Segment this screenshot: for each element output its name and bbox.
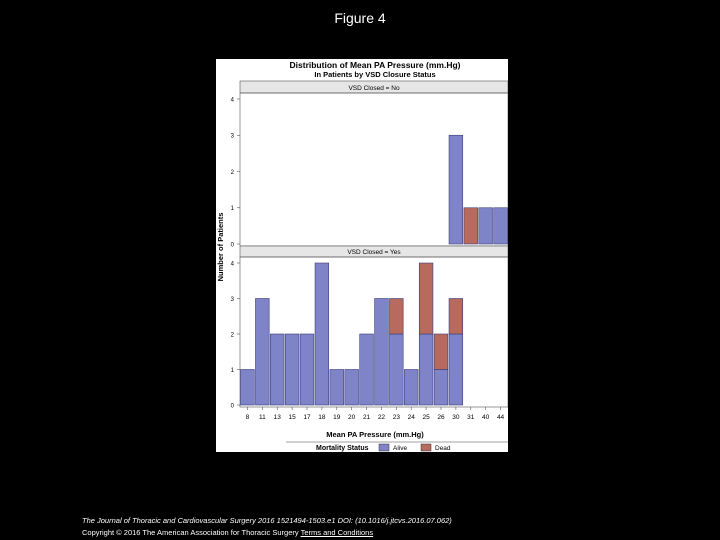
x-tick-label: 13	[274, 414, 282, 421]
panel-2: VSD Closed = Yes 0 1 2 3 4	[231, 245, 508, 409]
chart-subtitle: In Patients by VSD Closure Status	[314, 70, 435, 79]
y-tick-label: 0	[231, 403, 235, 409]
bar-alive	[389, 333, 404, 406]
bar-alive	[359, 333, 374, 406]
y-tick-label: 4	[231, 97, 235, 103]
y-tick-label: 3	[231, 134, 235, 140]
legend-swatch-dead	[420, 443, 432, 452]
bar-alive	[374, 298, 389, 406]
slide-title: Figure 4	[334, 10, 386, 26]
legend-title: Mortality Status	[316, 445, 369, 452]
x-tick-label: 11	[259, 414, 266, 421]
bar-alive	[255, 298, 270, 406]
legend-label-dead: Dead	[435, 445, 451, 452]
x-tick-label: 22	[378, 414, 386, 421]
legend-label-alive: Alive	[393, 445, 407, 452]
x-tick-label: 20	[348, 414, 356, 421]
bar-alive	[284, 333, 300, 406]
x-tick-label: 44	[497, 414, 505, 421]
figure-panel: Distribution of Mean PA Pressure (mm.Hg)…	[216, 59, 508, 452]
chart-title: Distribution of Mean PA Pressure (mm.Hg)	[290, 60, 461, 70]
legend-swatch-alive	[378, 443, 390, 452]
y-tick-label: 2	[231, 332, 235, 338]
x-axis-ticks: 8 11 13 15 17 18 19 20 21 22 23 24 25 26 30 31 40 44	[246, 407, 505, 421]
x-tick-label: 17	[303, 414, 311, 421]
chart-panels: VSD Closed = No 0 1 2 3 4 VSD Closed = Yes 0 1 2 3…	[231, 80, 508, 409]
bar-dead	[448, 298, 464, 335]
panel-1: VSD Closed = No 0 1 2 3 4	[231, 80, 508, 248]
x-tick-label: 18	[318, 414, 326, 421]
citation-text: The Journal of Thoracic and Cardiovascul…	[82, 516, 452, 525]
bar-dead	[418, 262, 434, 335]
x-tick-label: 19	[333, 414, 341, 421]
bar-dead	[389, 298, 404, 335]
x-tick-label: 40	[482, 414, 490, 421]
x-tick-label: 15	[288, 414, 296, 421]
bar-alive	[404, 369, 419, 406]
y-tick-label: 1	[231, 206, 235, 212]
x-tick-label: 31	[467, 414, 475, 421]
bar-alive	[329, 369, 344, 406]
x-tick-label: 24	[408, 414, 416, 421]
histogram-chart: Distribution of Mean PA Pressure (mm.Hg)…	[216, 60, 508, 452]
bar-alive	[448, 134, 464, 245]
y-axis-label: Number of Patients	[216, 213, 225, 282]
y-tick-label: 2	[231, 170, 235, 176]
y-tick-label: 0	[231, 242, 235, 248]
y-tick-label: 1	[231, 368, 235, 374]
panel-frame	[239, 256, 508, 408]
y-tick-label: 3	[231, 297, 235, 303]
bar-dead	[463, 207, 478, 245]
bar-alive	[418, 333, 434, 406]
bar-alive	[240, 369, 255, 406]
y-tick-label: 4	[231, 261, 235, 267]
terms-link[interactable]: Terms and Conditions	[300, 528, 374, 537]
x-tick-label: 23	[393, 414, 401, 421]
x-tick-label: 30	[452, 414, 460, 421]
bar-alive	[299, 333, 315, 406]
panel-label: VSD Closed = No	[348, 85, 400, 92]
copyright-text: Copyright © 2016 The American Associatio…	[82, 528, 299, 537]
bar-alive	[478, 207, 493, 245]
bar-dead	[433, 333, 449, 370]
legend: Mortality Status Alive Dead	[286, 441, 508, 452]
bar-alive	[314, 262, 330, 406]
x-tick-label: 25	[422, 414, 430, 421]
bar-alive	[433, 369, 449, 406]
panel-label: VSD Closed = Yes	[347, 249, 401, 256]
x-axis-label: Mean PA Pressure (mm.Hg)	[326, 430, 424, 439]
bar-alive	[270, 333, 285, 406]
x-tick-label: 8	[246, 414, 250, 421]
copyright-line: Copyright © 2016 The American Associatio…	[82, 528, 702, 537]
x-tick-label: 26	[437, 414, 445, 421]
x-tick-label: 21	[363, 414, 371, 421]
bar-alive	[448, 333, 464, 406]
bar-alive	[493, 207, 508, 245]
bar-alive	[344, 369, 359, 406]
